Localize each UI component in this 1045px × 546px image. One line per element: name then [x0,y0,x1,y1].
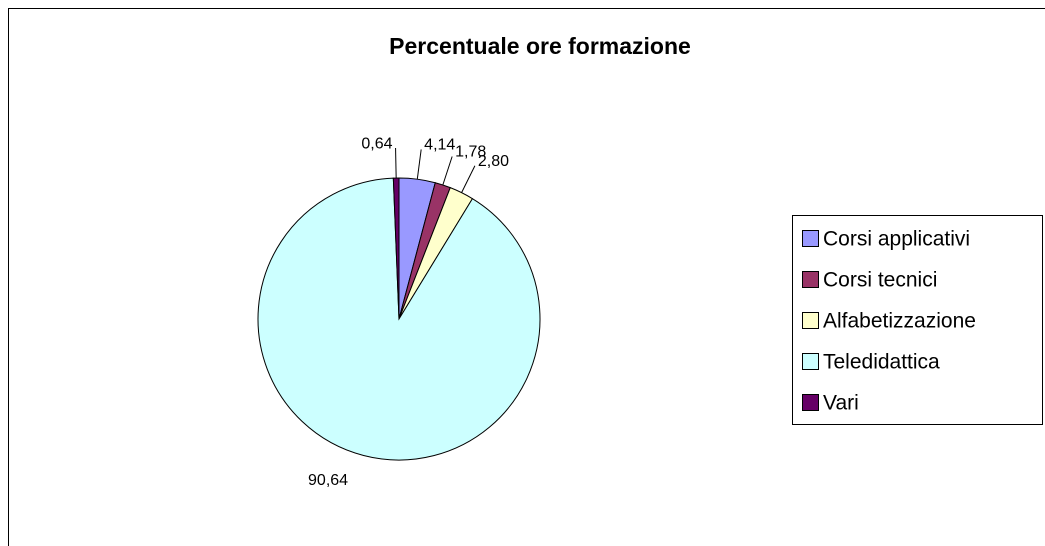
legend-swatch [802,394,819,411]
legend-box [792,215,1043,425]
data-label: 0,64 [361,135,392,152]
data-label: 90,64 [308,472,348,489]
data-label: 4,14 [424,137,455,154]
chart-title: Percentuale ore formazione [389,33,691,59]
legend-swatch [802,353,819,370]
legend-label: Teledidattica [823,351,940,374]
data-label: 2,80 [478,153,509,170]
leader-line [416,149,422,180]
data-label: 1,78 [455,144,486,161]
legend-label: Alfabetizzazione [823,310,976,333]
pie-slice [392,177,400,320]
pie-slice [257,177,541,461]
legend-label: Corsi applicativi [823,228,970,251]
legend-swatch [802,312,819,329]
legend-swatch [802,230,819,247]
legend-label: Vari [823,392,859,415]
legend-label: Corsi tecnici [823,269,937,292]
legend-swatch [802,271,819,288]
leader-line [395,148,397,179]
leader-line [461,165,476,193]
leader-line [442,156,453,186]
